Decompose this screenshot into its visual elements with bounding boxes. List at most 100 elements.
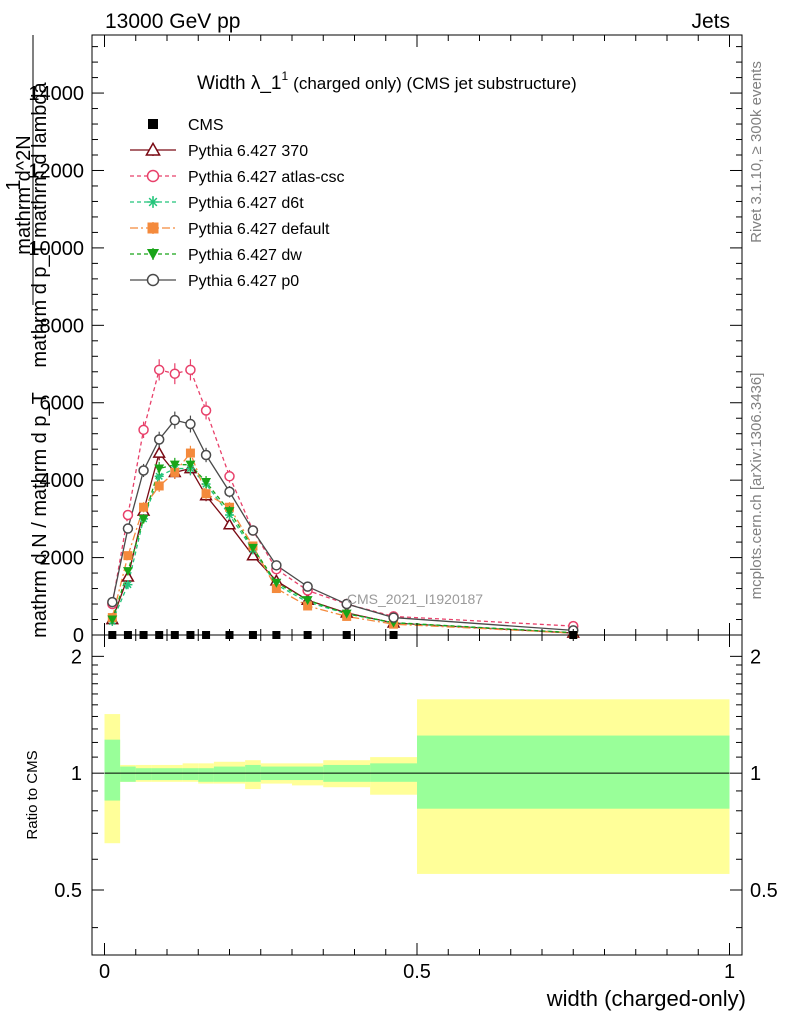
data-point [107,615,118,625]
legend-label: Pythia 6.427 d6t [188,195,304,212]
legend-label: Pythia 6.427 default [188,221,330,238]
data-point [224,486,235,498]
y-label-den-top: mathrm d N / mathrm d p_T [29,392,51,638]
legend-entry: CMS [148,117,224,134]
mcplots-label: mcplots.cern.ch [arXiv:1306.3436] [748,373,765,600]
data-point [341,609,352,619]
data-point [154,464,165,474]
legend-marker [146,169,160,183]
data-point [302,581,313,592]
y-tick-label: 10000 [28,238,84,260]
ratio-panel: 0.5 0.5 1 1 2 2 0 0.5 1 Ratio to CMS [24,634,778,983]
data-point [185,364,196,376]
data-point [271,584,281,594]
header-right: Jets [691,10,730,33]
star-stroke [155,472,163,480]
ratio-y-tick-label-right: 2 [750,646,761,668]
star-stroke [124,580,132,589]
data-point [201,478,212,488]
series-line [111,419,574,632]
data-point [122,523,134,534]
data-point [122,509,134,521]
legend-marker [147,222,159,234]
legend-label: Pythia 6.427 atlas-csc [188,169,345,186]
data-point [388,612,399,623]
ratio-y-tick-label-right: 1 [750,763,761,785]
data-point [200,405,212,416]
legend-label: Pythia 6.427 dw [188,247,302,264]
data-point [153,434,165,445]
y-axis-label: 1 mathrm d N / mathrm d p_T mathrm d^2N … [3,35,51,638]
ratio-y-tick-label: 1 [71,763,82,785]
data-point [222,517,237,530]
ratio-inner-band [213,766,246,782]
main-panel: 0 2000 4000 6000 8000 10000 12000 14000 CMS_202… [28,34,743,647]
legend-marker [148,119,158,129]
ratio-inner-band [120,766,136,782]
data-point [107,596,118,608]
chart-title-sup: 1 [281,69,288,83]
data-point [170,467,180,477]
watermark: CMS_2021_I1920187 [347,591,483,607]
legend-marker [145,141,161,156]
data-point [169,368,181,379]
ratio-inner-band [417,735,730,809]
chart-title: Width λ_11 (charged only) (CMS jet substr… [197,69,577,94]
y-tick-label: 4000 [40,470,85,492]
ratio-inner-band [135,768,152,781]
y-tick-label: 14000 [28,83,84,105]
data-point [154,481,164,491]
legend-label: Pythia 6.427 370 [188,143,308,160]
data-point [138,514,149,524]
data-point [200,449,212,461]
y-label-num-top: 1 [3,179,25,190]
data-point [139,502,149,512]
y-tick-label: 2000 [40,548,85,570]
y-tick-label: 8000 [40,315,85,337]
ratio-y-tick-label: 2 [71,646,82,668]
data-point [302,596,313,606]
chart-title-main: Width λ_1 [197,73,281,94]
ratio-y-tick-label: 0.5 [54,880,82,902]
legend-entry: Pythia 6.427 dw [130,247,302,264]
ratio-y-label: Ratio to CMS [24,750,41,839]
ratio-inner-band [151,768,167,781]
series-line [111,369,574,627]
data-point [201,489,211,499]
y-label-den: mathrm d p_T mathrm d lambda [29,81,51,367]
ratio-inner-band [182,768,199,781]
y-tick-label: 0 [73,625,84,647]
legend-entry: Pythia 6.427 p0 [130,273,299,290]
data-point [138,424,149,436]
legend: CMS Pythia 6.427 370 Pythia 6.427 atlas-cs… [130,117,345,290]
data-point [224,471,235,482]
ratio-inner-band [167,768,183,781]
data-point [341,598,352,610]
header-left: 13000 GeV pp [105,10,240,33]
legend-label: CMS [188,117,224,134]
y-label-num: mathrm d^2N [13,135,35,254]
data-point [303,601,313,611]
data-point [185,460,196,470]
data-point [224,507,235,517]
data-point [246,548,260,561]
data-point [138,465,149,476]
chart-title-suffix: (charged only) (CMS jet substructure) [293,74,576,93]
legend-marker [146,249,160,261]
star-stroke [148,197,158,207]
series-line [111,467,574,634]
legend-entry: Pythia 6.427 370 [130,141,308,160]
data-point [152,446,166,458]
legend-entry: Pythia 6.427 d6t [130,195,304,212]
legend-entry: Pythia 6.427 atlas-csc [130,169,345,186]
y-tick-label: 6000 [40,393,85,415]
data-point [271,578,282,588]
data-point [185,448,195,458]
data-point [271,560,282,571]
data-point [153,364,165,376]
legend-marker [146,273,160,287]
data-point [123,551,133,561]
data-point [247,525,259,536]
data-point [185,418,196,430]
